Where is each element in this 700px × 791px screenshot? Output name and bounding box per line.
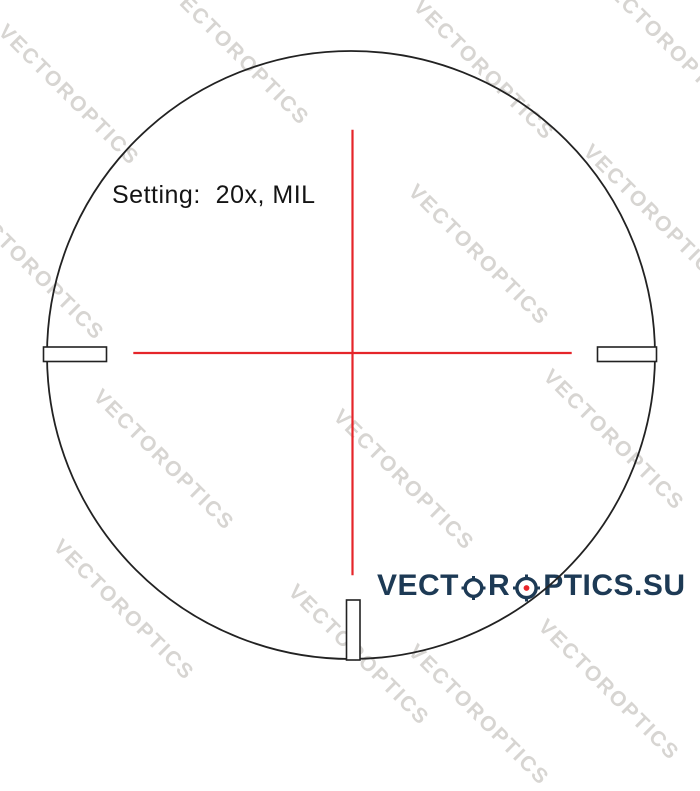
right-turret-marker <box>596 346 658 363</box>
brand-logo: VECT R PTICS.SU <box>377 569 686 602</box>
reticle-graphics <box>133 129 572 576</box>
scope-circle <box>46 50 656 660</box>
left-turret-marker <box>42 346 108 363</box>
logo-text-ptics-su: PTICS.SU <box>543 569 686 602</box>
reticle-o-icon <box>461 575 486 600</box>
logo-text-vect: VECT <box>377 569 460 602</box>
bottom-turret-marker <box>345 599 361 661</box>
setting-label: Setting: 20x, MIL <box>112 181 316 209</box>
scope-view <box>42 50 658 661</box>
logo-text-r: R <box>488 569 511 602</box>
reticle-o-dot-icon <box>513 574 541 601</box>
